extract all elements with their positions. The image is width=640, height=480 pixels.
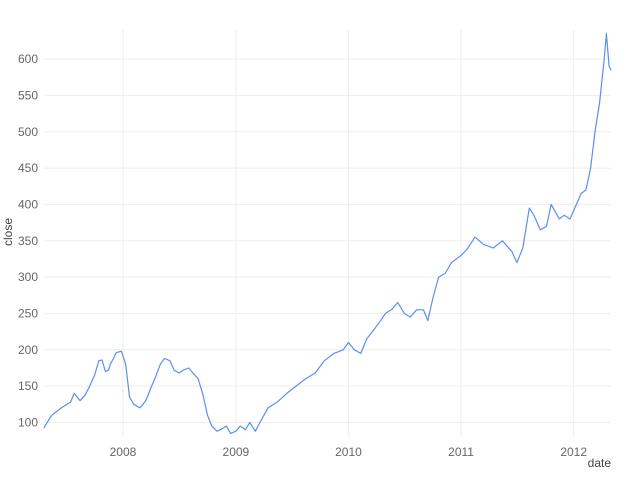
x-tick-label: 2010: [335, 445, 362, 459]
x-axis-title: date: [588, 456, 612, 470]
y-tick-label: 150: [18, 379, 38, 393]
y-tick-label: 250: [18, 306, 38, 320]
y-axis-tick-labels: 100 150 200 250 300 350 400 450 500 550 600: [18, 52, 38, 429]
y-axis-title: close: [1, 218, 15, 246]
y-tick-label: 300: [18, 270, 38, 284]
y-grid-lines: [44, 58, 611, 423]
x-tick-label: 2008: [110, 445, 137, 459]
y-tick-label: 200: [18, 343, 38, 357]
x-grid-lines: [122, 30, 575, 437]
y-tick-label: 450: [18, 161, 38, 175]
y-tick-label: 550: [18, 88, 38, 102]
x-tick-label: 2011: [448, 445, 474, 459]
series-line-close: [43, 33, 612, 434]
y-tick-label: 400: [18, 197, 38, 211]
x-tick-label: 2012: [560, 445, 587, 459]
y-tick-label: 600: [18, 52, 38, 66]
x-tick-label: 2009: [223, 445, 250, 459]
y-tick-label: 100: [18, 415, 38, 429]
y-tick-label: 350: [18, 234, 38, 248]
y-tick-label: 500: [18, 125, 38, 139]
x-axis-tick-labels: 2008 2009 2010 2011 2012: [110, 445, 588, 459]
